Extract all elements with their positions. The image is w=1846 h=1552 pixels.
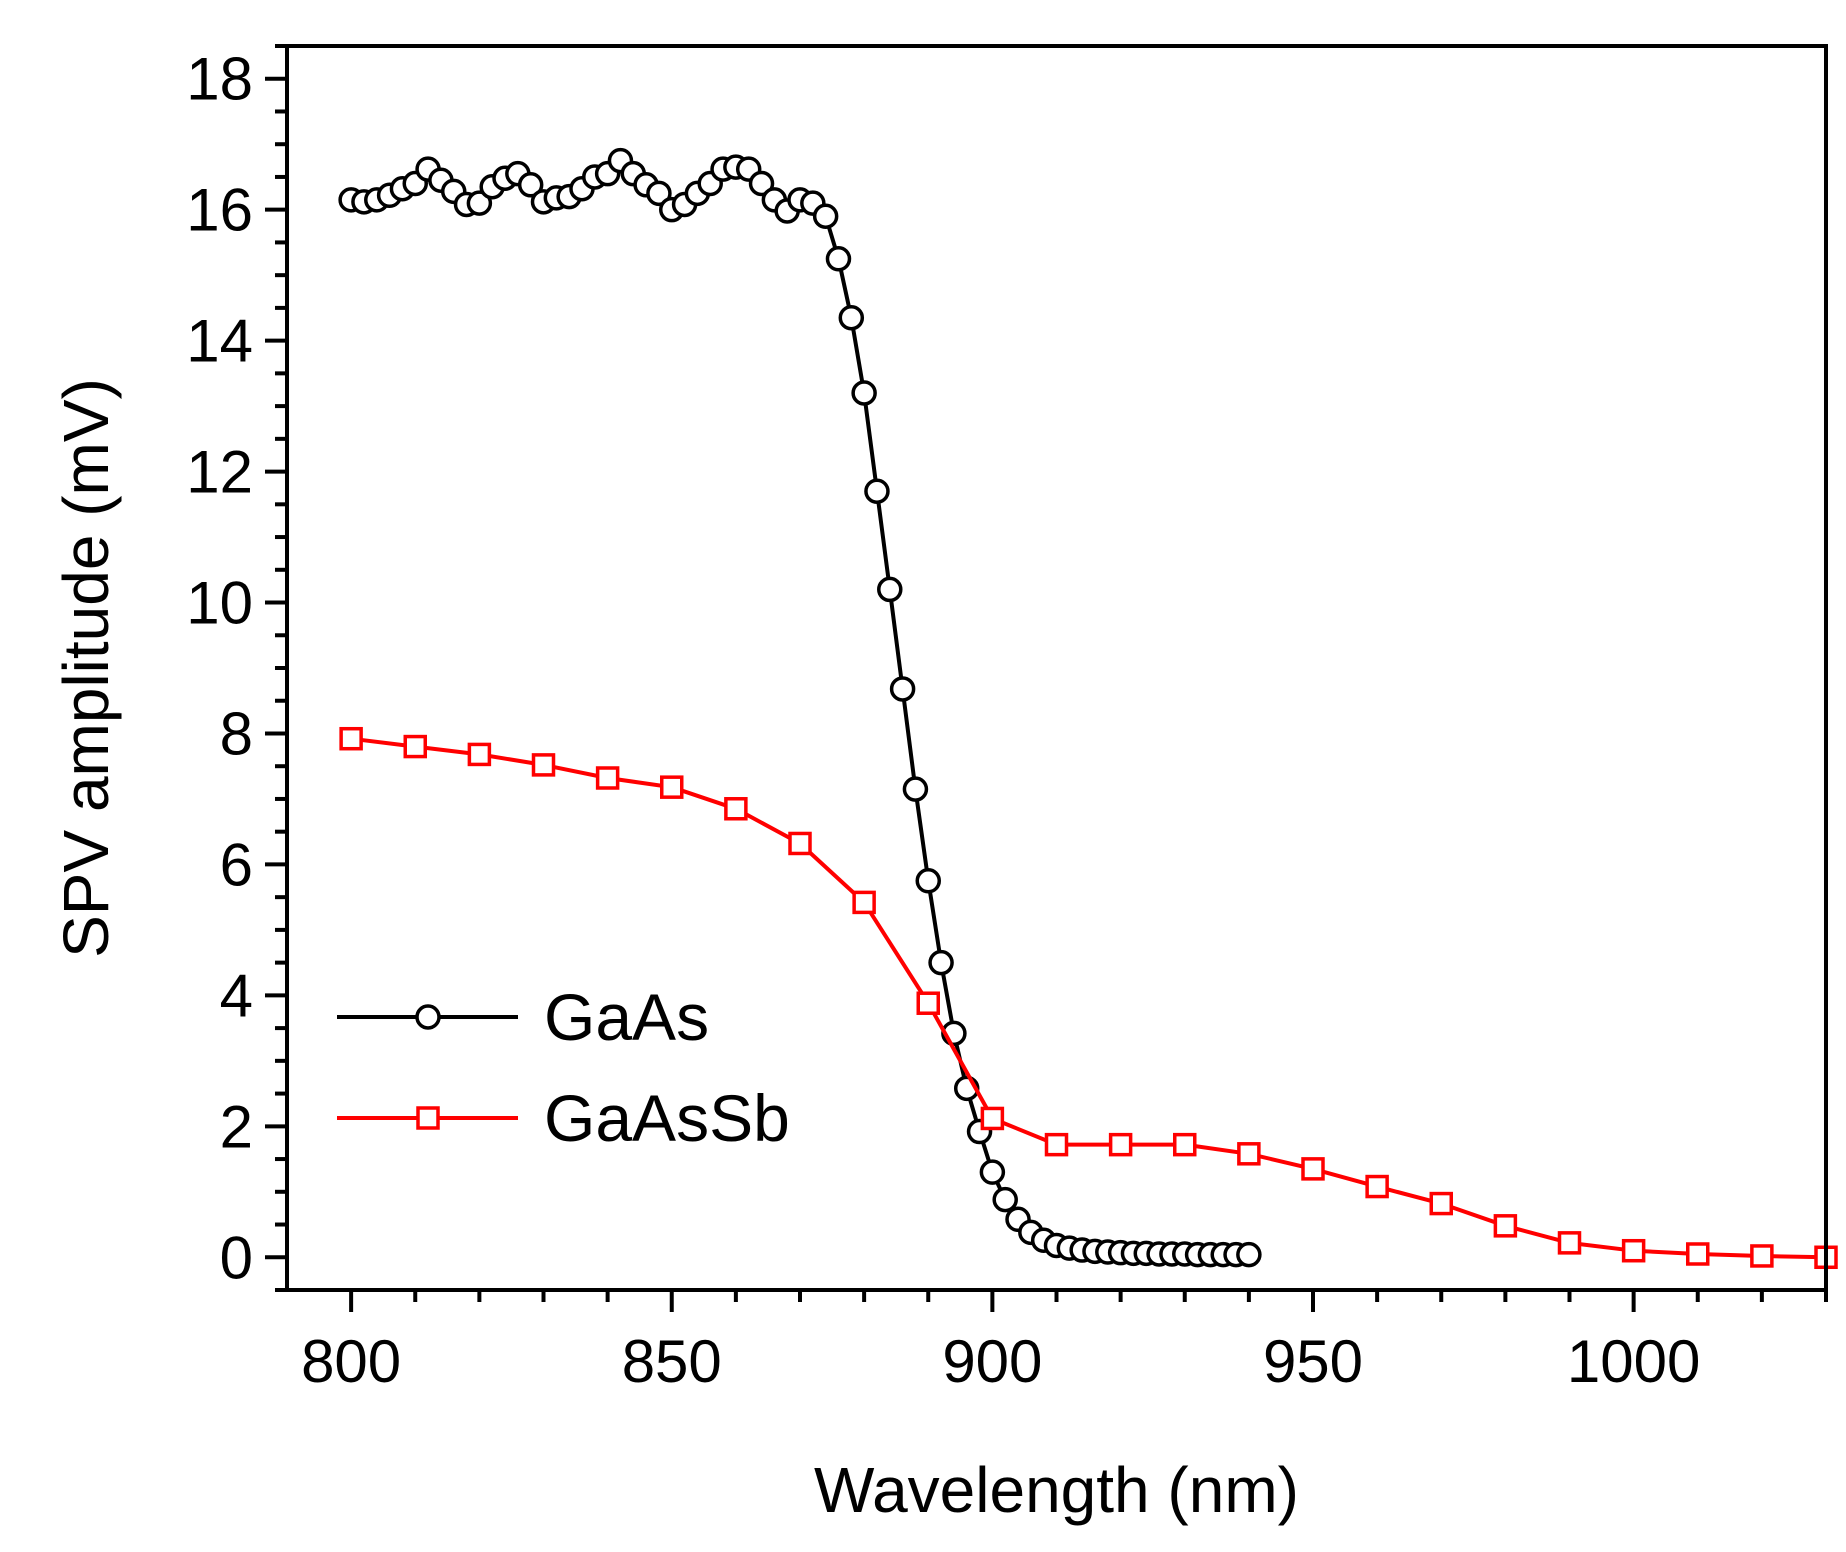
data-point — [339, 726, 363, 751]
x-tick-label: 1000 — [1567, 1328, 1700, 1395]
series-line-gaas — [350, 158, 1249, 1257]
data-point — [902, 776, 929, 802]
data-point — [838, 304, 865, 331]
data-point — [980, 1106, 1005, 1131]
y-tick-label: 0 — [220, 1224, 253, 1291]
data-point — [916, 991, 940, 1015]
data-point — [889, 676, 916, 702]
data-point — [1108, 1132, 1133, 1157]
x-tick-label: 950 — [1263, 1328, 1363, 1395]
data-point — [915, 868, 941, 894]
data-point — [531, 753, 556, 777]
axis-ticks: 800 850 900 950 1000 0 2 4 6 8 10 12 14 16 18 — [186, 44, 1828, 1395]
data-point — [1173, 1132, 1197, 1157]
x-tick-label: 800 — [301, 1328, 401, 1395]
data-point — [825, 246, 852, 272]
data-point — [1237, 1142, 1261, 1166]
y-tick-label: 8 — [220, 700, 253, 767]
data-point — [1493, 1214, 1518, 1238]
legend-label: GaAsSb — [544, 1081, 790, 1155]
legend-label: GaAs — [544, 980, 709, 1054]
data-point — [852, 890, 876, 915]
data-point — [992, 1186, 1018, 1213]
data-point — [467, 742, 492, 767]
y-tick-label: 6 — [220, 831, 253, 898]
y-tick-label: 12 — [186, 439, 253, 506]
data-point — [1236, 1241, 1262, 1268]
data-point — [851, 380, 877, 406]
data-point — [1429, 1191, 1453, 1216]
data-point — [646, 180, 672, 207]
data-point — [1301, 1157, 1325, 1181]
data-point — [724, 797, 748, 821]
data-point — [1365, 1174, 1389, 1199]
y-axis-label: SPV amplitude (mV) — [50, 378, 122, 958]
y-tick-label: 14 — [186, 308, 253, 375]
data-point — [877, 576, 903, 603]
data-point — [660, 775, 684, 799]
data-point — [864, 478, 890, 504]
legend-item-gaassb: GaAsSb — [337, 1081, 790, 1155]
data-point — [466, 190, 493, 216]
data-point — [748, 170, 775, 197]
x-tick-label: 850 — [622, 1328, 722, 1395]
legend: GaAs GaAsSb — [337, 980, 790, 1155]
data-point — [1557, 1231, 1582, 1255]
series-gaas — [338, 147, 1262, 1268]
y-tick-label: 18 — [186, 46, 253, 113]
data-point — [788, 831, 812, 856]
x-tick-label: 900 — [942, 1328, 1042, 1395]
y-tick-label: 10 — [186, 570, 253, 637]
data-point — [1750, 1244, 1774, 1268]
y-tick-label: 16 — [186, 177, 253, 244]
y-tick-label: 2 — [220, 1093, 253, 1160]
x-axis-label: Wavelength (nm) — [814, 1454, 1299, 1526]
data-point — [812, 203, 839, 229]
data-point — [928, 949, 954, 976]
legend-item-gaas: GaAs — [337, 980, 709, 1054]
series-gaassb — [339, 726, 1838, 1270]
data-point — [1044, 1132, 1069, 1157]
legend-marker — [415, 1004, 441, 1030]
data-point — [1686, 1242, 1710, 1266]
y-tick-label: 4 — [220, 962, 253, 1029]
data-point — [979, 1159, 1006, 1185]
plot-marks — [338, 147, 1838, 1270]
data-point — [595, 766, 620, 790]
legend-marker — [416, 1106, 440, 1130]
data-point — [517, 172, 544, 198]
data-point — [403, 734, 427, 759]
plot-frame — [285, 44, 1828, 1292]
data-point — [1621, 1238, 1646, 1263]
